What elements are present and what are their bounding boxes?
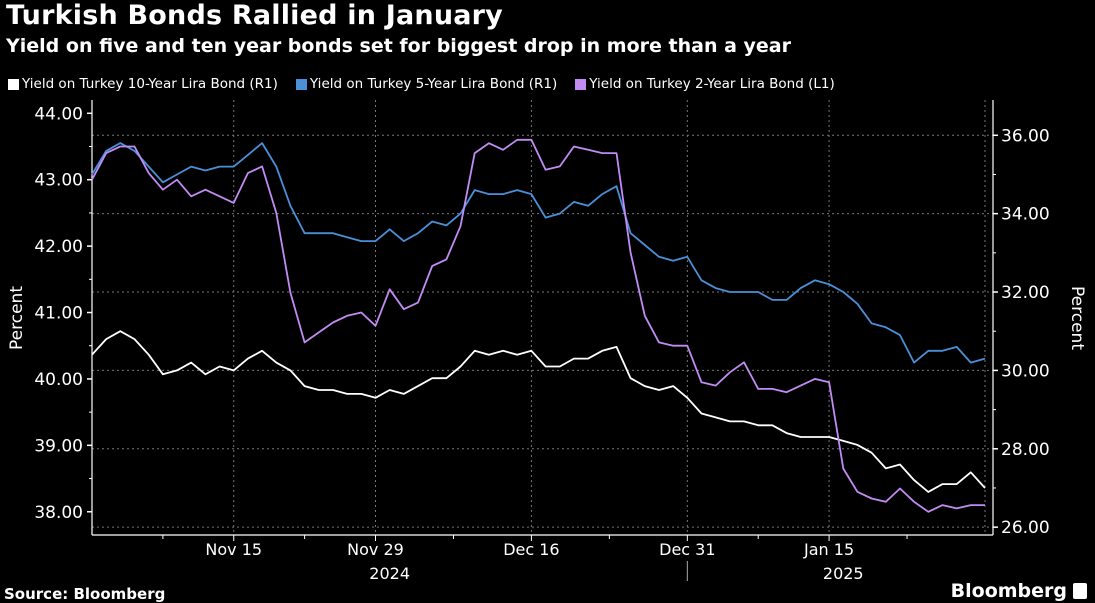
brand-text: Bloomberg [950,580,1067,602]
legend-label-10y: Yield on Turkey 10-Year Lira Bond (R1) [22,76,278,92]
series-5y-line [91,142,986,364]
legend-item-2y: Yield on Turkey 2-Year Lira Bond (L1) [575,76,835,92]
source-note: Source: Bloomberg [4,585,166,603]
right-tick-label: 32.00 [1001,283,1050,303]
series-lines [91,138,986,513]
legend-swatch-5y [295,78,307,90]
left-tick-label: 42.00 [34,237,83,257]
left-tick-label: 44.00 [34,104,83,124]
legend-item-10y: Yield on Turkey 10-Year Lira Bond (R1) [8,76,278,92]
legend-label-2y: Yield on Turkey 2-Year Lira Bond (L1) [589,76,835,92]
series-2y-line [91,138,985,513]
right-tick-label: 26.00 [1001,518,1050,538]
x-year-label: 2025 [823,564,864,583]
chart-subtitle: Yield on five and ten year bonds set for… [6,35,791,57]
left-tick-label: 40.00 [34,370,83,390]
x-tick-label: Nov 29 [347,540,404,559]
legend-swatch-2y [575,78,587,90]
right-tick-label: 34.00 [1001,205,1050,225]
x-tick-label: Nov 15 [205,540,262,559]
x-tick-label: Jan 15 [803,540,854,559]
right-tick-label: 36.00 [1001,126,1050,146]
legend-swatch-10y [8,78,19,90]
left-tick-label: 43.00 [34,171,83,191]
legend-item-5y: Yield on Turkey 5-Year Lira Bond (R1) [295,76,558,92]
right-axis-label: Percent [1067,286,1087,350]
right-tick-label: 28.00 [1001,440,1050,460]
left-tick-label: 38.00 [34,503,83,523]
axes: 44.00 43.00 42.00 41.00 40.00 39.00 38.00 36.00… [34,100,1050,583]
x-tick-label: Dec 16 [503,540,559,559]
bar-chart-icon [1073,583,1087,599]
legend-label-5y: Yield on Turkey 5-Year Lira Bond (R1) [309,76,558,92]
left-tick-label: 41.00 [34,304,83,324]
right-tick-label: 30.00 [1001,361,1050,381]
left-axis-label: Percent [7,286,27,350]
chart-legend: Yield on Turkey 10-Year Lira Bond (R1) Y… [8,76,835,92]
bloomberg-logo: Bloomberg [951,580,1087,602]
x-tick-label: Dec 31 [659,540,715,559]
left-tick-label: 39.00 [34,436,83,456]
x-year-label: 2024 [369,564,410,583]
chart-title: Turkish Bonds Rallied in January [6,0,503,31]
series-10y-line [91,330,986,493]
